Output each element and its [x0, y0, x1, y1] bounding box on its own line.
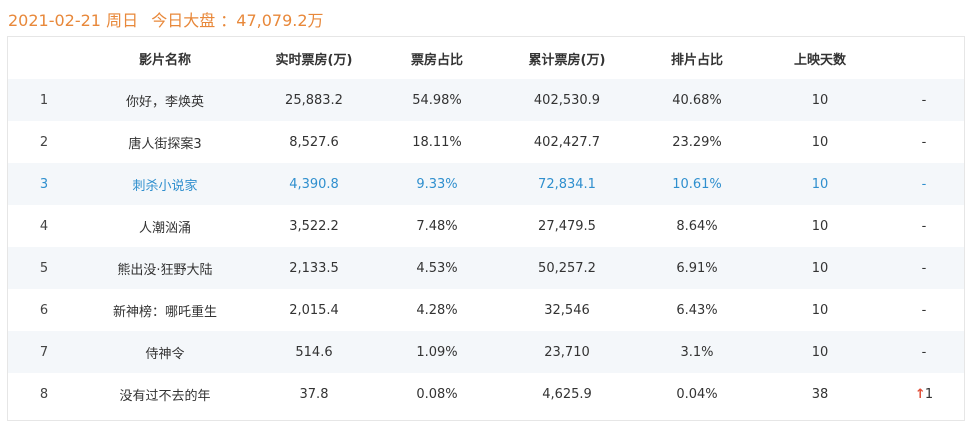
- realtime-cell: 514.6: [250, 331, 378, 373]
- total-cell: 402,530.9: [496, 79, 638, 121]
- trend-cell: -: [884, 331, 964, 373]
- movie-name-cell[interactable]: 侍神令: [80, 331, 250, 373]
- movie-name-cell[interactable]: 刺杀小说家: [80, 163, 250, 205]
- trend-cell: -: [884, 247, 964, 289]
- schedule-cell: 23.29%: [638, 121, 756, 163]
- table-row[interactable]: 4 人潮汹涌 3,522.2 7.48% 27,479.5 8.64% 10 -: [8, 205, 964, 247]
- realtime-cell: 2,015.4: [250, 289, 378, 331]
- table-row[interactable]: 2 唐人街探案3 8,527.6 18.11% 402,427.7 23.29%…: [8, 121, 964, 163]
- movie-name-cell[interactable]: 新神榜：哪吒重生: [80, 289, 250, 331]
- schedule-cell: 40.68%: [638, 79, 756, 121]
- trend-cell: ↑1: [884, 373, 964, 415]
- movie-name-cell[interactable]: 唐人街探案3: [80, 121, 250, 163]
- col-header-schedule[interactable]: 排片占比: [638, 37, 756, 79]
- schedule-cell: 6.91%: [638, 247, 756, 289]
- total-cell: 72,834.1: [496, 163, 638, 205]
- total-cell: 32,546: [496, 289, 638, 331]
- schedule-cell: 8.64%: [638, 205, 756, 247]
- rank-cell: 8: [8, 373, 80, 415]
- rank-cell: 1: [8, 79, 80, 121]
- trend-cell: -: [884, 121, 964, 163]
- realtime-cell: 25,883.2: [250, 79, 378, 121]
- movie-name-cell[interactable]: 你好，李焕英: [80, 79, 250, 121]
- schedule-cell: 6.43%: [638, 289, 756, 331]
- schedule-cell: 3.1%: [638, 331, 756, 373]
- table-row[interactable]: 5 熊出没·狂野大陆 2,133.5 4.53% 50,257.2 6.91% …: [8, 247, 964, 289]
- total-cell: 402,427.7: [496, 121, 638, 163]
- share-cell: 9.33%: [378, 163, 496, 205]
- table-row-highlighted[interactable]: 3 刺杀小说家 4,390.8 9.33% 72,834.1 10.61% 10…: [8, 163, 964, 205]
- realtime-cell: 2,133.5: [250, 247, 378, 289]
- movie-name-cell[interactable]: 人潮汹涌: [80, 205, 250, 247]
- rank-cell: 6: [8, 289, 80, 331]
- table-row[interactable]: 7 侍神令 514.6 1.09% 23,710 3.1% 10 -: [8, 331, 964, 373]
- share-cell: 4.28%: [378, 289, 496, 331]
- movie-name-cell[interactable]: 熊出没·狂野大陆: [80, 247, 250, 289]
- total-cell: 4,625.9: [496, 373, 638, 415]
- col-header-name[interactable]: 影片名称: [80, 37, 250, 79]
- share-cell: 54.98%: [378, 79, 496, 121]
- rank-cell: 3: [8, 163, 80, 205]
- share-cell: 4.53%: [378, 247, 496, 289]
- days-cell: 10: [756, 331, 884, 373]
- col-header-realtime[interactable]: 实时票房(万): [250, 37, 378, 79]
- realtime-cell: 4,390.8: [250, 163, 378, 205]
- col-header-total[interactable]: 累计票房(万): [496, 37, 638, 79]
- share-cell: 0.08%: [378, 373, 496, 415]
- rank-cell: 4: [8, 205, 80, 247]
- board-header: 2021-02-21 周日 今日大盘 ：47,079.2万: [8, 9, 324, 33]
- trend-cell: -: [884, 289, 964, 331]
- realtime-cell: 8,527.6: [250, 121, 378, 163]
- trend-cell: -: [884, 79, 964, 121]
- days-cell: 38: [756, 373, 884, 415]
- col-header-trend: [884, 37, 964, 79]
- table-header-row: 影片名称 实时票房(万) 票房占比 累计票房(万) 排片占比 上映天数: [8, 37, 964, 79]
- arrow-up-icon: ↑: [914, 386, 926, 402]
- table-row[interactable]: 1 你好，李焕英 25,883.2 54.98% 402,530.9 40.68…: [8, 79, 964, 121]
- table-row[interactable]: 8 没有过不去的年 37.8 0.08% 4,625.9 0.04% 38 ↑1: [8, 373, 964, 415]
- schedule-cell: 10.61%: [638, 163, 756, 205]
- share-cell: 1.09%: [378, 331, 496, 373]
- trend-cell: -: [884, 205, 964, 247]
- trend-cell: -: [884, 163, 964, 205]
- header-weekday: 周日: [106, 11, 139, 30]
- header-market-label: 今日大盘: [151, 11, 216, 30]
- movie-name-cell[interactable]: 没有过不去的年: [80, 373, 250, 415]
- share-cell: 7.48%: [378, 205, 496, 247]
- trend-value: 1: [924, 386, 934, 402]
- days-cell: 10: [756, 121, 884, 163]
- total-cell: 27,479.5: [496, 205, 638, 247]
- days-cell: 10: [756, 289, 884, 331]
- table-row[interactable]: 6 新神榜：哪吒重生 2,015.4 4.28% 32,546 6.43% 10…: [8, 289, 964, 331]
- share-cell: 18.11%: [378, 121, 496, 163]
- realtime-cell: 37.8: [250, 373, 378, 415]
- schedule-cell: 0.04%: [638, 373, 756, 415]
- days-cell: 10: [756, 79, 884, 121]
- total-cell: 50,257.2: [496, 247, 638, 289]
- rank-cell: 2: [8, 121, 80, 163]
- col-header-rank: [8, 37, 80, 79]
- realtime-cell: 3,522.2: [250, 205, 378, 247]
- col-header-share[interactable]: 票房占比: [378, 37, 496, 79]
- days-cell: 10: [756, 163, 884, 205]
- total-cell: 23,710: [496, 331, 638, 373]
- header-date: 2021-02-21: [8, 11, 101, 30]
- rank-cell: 5: [8, 247, 80, 289]
- header-market-value: ：47,079.2万: [220, 11, 324, 30]
- box-office-table: 影片名称 实时票房(万) 票房占比 累计票房(万) 排片占比 上映天数 1 你好…: [7, 36, 965, 421]
- col-header-days[interactable]: 上映天数: [756, 37, 884, 79]
- days-cell: 10: [756, 247, 884, 289]
- days-cell: 10: [756, 205, 884, 247]
- rank-cell: 7: [8, 331, 80, 373]
